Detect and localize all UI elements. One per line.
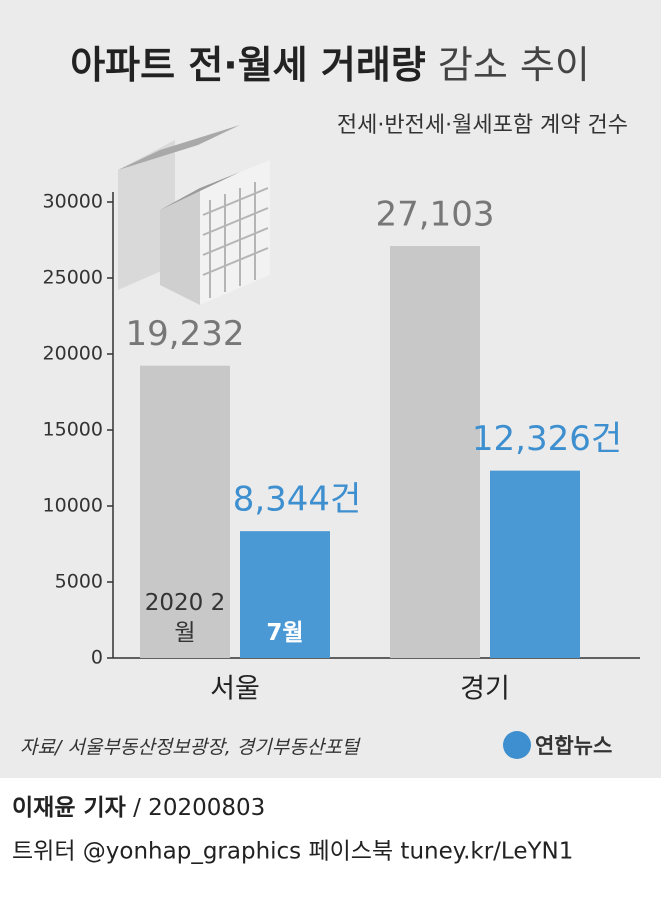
y-tick-label: 15000: [43, 419, 103, 441]
y-tick-label: 0: [91, 647, 103, 669]
bar: [140, 365, 230, 658]
y-tick-label: 20000: [43, 343, 103, 365]
series-label: 2020 2월: [144, 590, 226, 646]
social: 트위터 @yonhap_graphics 페이스북 tuney.kr/LeYN1: [12, 839, 573, 865]
source: 자료/ 서울부동산정보광장, 경기부동산포털: [20, 737, 361, 759]
y-tick-label: 10000: [43, 495, 103, 517]
series-label: 7월: [266, 620, 304, 646]
subtitle: 전세·반전세·월세포함 계약 건수: [337, 113, 628, 138]
logo-icon: [503, 731, 531, 759]
x-tick-label: 경기: [460, 674, 510, 705]
bar: [490, 470, 580, 658]
y-tick-label: 30000: [43, 191, 103, 213]
x-tick-label: 서울: [210, 674, 260, 705]
building-icon: [118, 125, 275, 305]
logo: 연합뉴스: [535, 734, 612, 758]
chart-title: 아파트 전·월세 거래량 감소 추이: [70, 43, 590, 87]
reporter: 이재윤 기자 / 20200803: [12, 795, 265, 821]
value-label: 27,103: [376, 195, 495, 235]
value-label: 19,232: [126, 314, 245, 354]
value-label: 8,344건: [233, 480, 362, 520]
bar: [240, 531, 330, 658]
value-label: 12,326건: [472, 419, 622, 459]
y-tick-label: 5000: [55, 571, 103, 593]
y-tick-label: 25000: [43, 267, 103, 289]
bar: [390, 246, 480, 658]
